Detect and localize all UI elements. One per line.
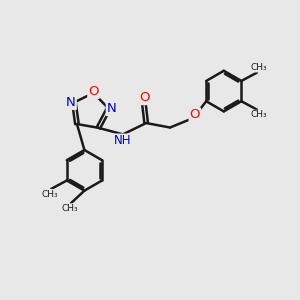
Text: O: O bbox=[88, 85, 99, 98]
Text: N: N bbox=[107, 102, 116, 115]
Text: O: O bbox=[190, 109, 200, 122]
Text: CH₃: CH₃ bbox=[250, 63, 267, 72]
Text: CH₃: CH₃ bbox=[41, 190, 58, 199]
Text: O: O bbox=[139, 91, 150, 104]
Text: NH: NH bbox=[114, 134, 132, 148]
Text: CH₃: CH₃ bbox=[61, 204, 78, 213]
Text: CH₃: CH₃ bbox=[250, 110, 267, 119]
Text: N: N bbox=[66, 96, 76, 109]
